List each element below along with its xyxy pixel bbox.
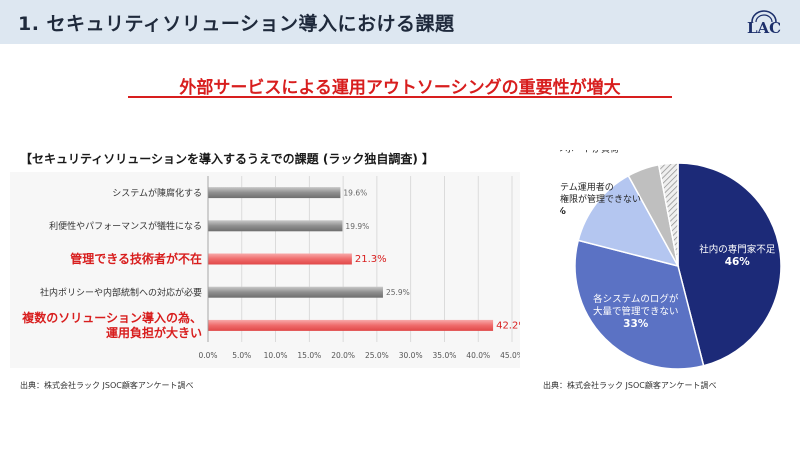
pie-slice-value: 13% <box>560 206 566 217</box>
pie-slice-label: 各システムのログが <box>593 293 679 305</box>
bar-highlighted <box>208 319 494 331</box>
bar-value-label: 19.6% <box>343 189 367 198</box>
lac-logo: LAC <box>744 8 784 38</box>
bar-value-label: 42.2% <box>496 320 520 331</box>
pie-slice <box>677 162 782 367</box>
bar-chart-heading: 【セキュリティソリューションを導入するうえでの課題 (ラック独自調査) 】 <box>20 152 435 166</box>
bar-x-tick-label: 10.0% <box>264 351 288 360</box>
bar-x-tick-label: 0.0% <box>198 351 217 360</box>
bar-category-label: 管理できる技術者が不在 <box>70 251 202 266</box>
pie-slice-value: 33% <box>623 318 649 330</box>
header-bar <box>0 0 800 44</box>
pie-slice <box>657 162 679 267</box>
bar-x-tick-label: 15.0% <box>297 351 321 360</box>
page-title: 1. セキュリティソリューション導入における課題 <box>18 13 455 35</box>
logo-text: LAC <box>746 19 782 37</box>
logo-arc-icon <box>751 10 777 23</box>
bar-x-tick-label: 25.0% <box>365 351 389 360</box>
bar <box>208 187 341 199</box>
bar-value-label: 19.9% <box>345 222 369 231</box>
pie-slice-label: 特権権限が管理できない <box>560 193 641 205</box>
pie-slice <box>574 239 705 370</box>
pie-slice-label: レポートが負荷 <box>560 150 619 155</box>
bar-chart: 0.0% 5.0% 10.0% 15.0% 20.0% 25.0% 30.0% 35.0% 40… <box>21 176 528 360</box>
pie-slice-label: システム運用者の <box>560 182 614 193</box>
pie-slice-value: 46% <box>725 256 751 268</box>
pie-chart-source: 出典：株式会社ラック JSOC顧客アンケート調べ <box>543 381 717 390</box>
bar-x-tick-label: 35.0% <box>433 351 457 360</box>
bar-x-tick-label: 20.0% <box>331 351 355 360</box>
pie-slice-label: 大量で管理できない <box>593 306 679 318</box>
pie-slice <box>577 174 680 268</box>
bar-chart-source: 出典：株式会社ラック JSOC顧客アンケート調べ <box>20 381 194 390</box>
bar <box>208 220 343 232</box>
bar-x-tick-label: 30.0% <box>399 351 423 360</box>
pie-slice-label: 社内の専門家不足 <box>699 244 776 256</box>
bar-category-label: 利便性やパフォーマンスが犠牲になる <box>49 220 202 232</box>
bar <box>208 286 383 298</box>
bar-category-label: 運用負担が大きい <box>106 325 202 340</box>
bar-x-tick-label: 45.0% <box>500 351 520 360</box>
bar-category-label: 社内ポリシーや内部統制への対応が必要 <box>40 286 202 298</box>
bar-highlighted <box>208 253 352 265</box>
bar-category-label: 複数のソリューション導入の為、 <box>21 310 202 325</box>
bar-category-label: システムが陳腐化する <box>112 187 202 199</box>
headline-underline <box>128 96 672 98</box>
headline: 外部サービスによる運用アウトソーシングの重要性が増大 <box>179 78 621 98</box>
bar-value-label: 25.9% <box>386 288 410 297</box>
bar-x-tick-label: 5.0% <box>232 351 251 360</box>
bar-value-label: 21.3% <box>355 254 387 265</box>
bar-chart-panel: 0.0% 5.0% 10.0% 15.0% 20.0% 25.0% 30.0% 35.0% 40… <box>10 172 528 368</box>
bar-x-tick-label: 40.0% <box>466 351 490 360</box>
